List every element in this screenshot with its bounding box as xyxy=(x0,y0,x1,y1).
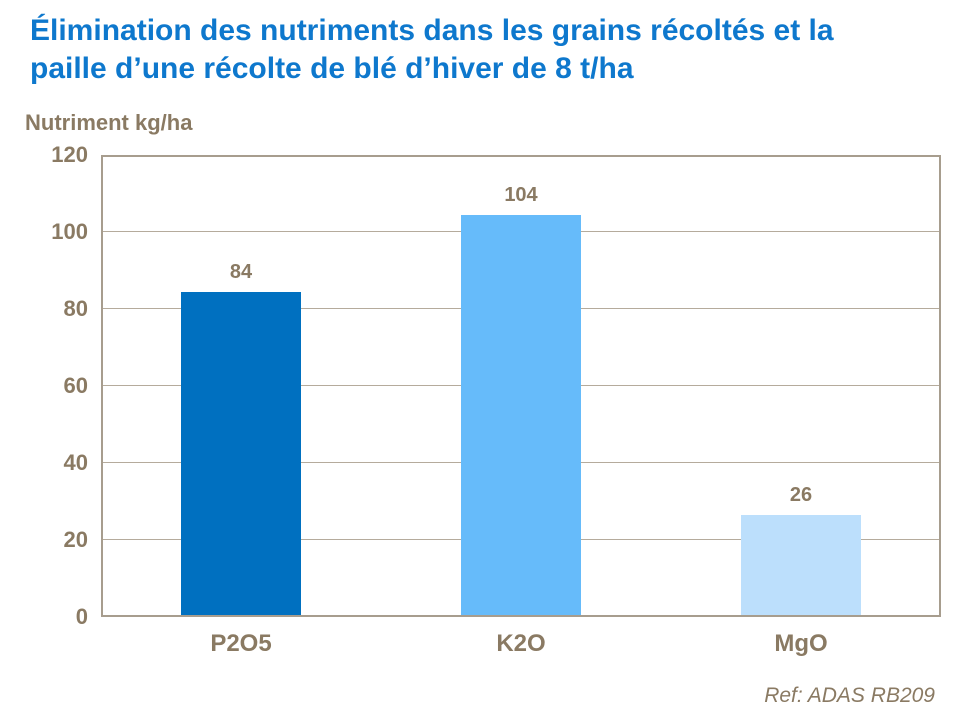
x-tick-label-MgO: MgO xyxy=(774,630,828,657)
chart-title-line1: Élimination des nutriments dans les grai… xyxy=(30,14,834,47)
y-axis-tick-labels: 0 20 40 60 80 100 120 xyxy=(0,142,88,629)
y-tick-label: 120 xyxy=(51,142,88,167)
bar-P2O5 xyxy=(181,291,301,615)
y-tick-label: 80 xyxy=(63,296,88,321)
y-tick-label: 60 xyxy=(63,373,88,398)
y-tick-label: 40 xyxy=(63,450,88,475)
bar-value-label: 84 xyxy=(229,260,253,283)
y-tick-label: 20 xyxy=(63,527,88,552)
bar-K2O xyxy=(461,214,581,615)
reference-note: Ref: ADAS RB209 xyxy=(764,684,935,707)
bar-value-label: 104 xyxy=(504,183,538,206)
y-tick-label: 100 xyxy=(51,219,88,244)
x-axis-tick-labels: P2O5 K2O MgO xyxy=(101,630,941,660)
bar-value-label: 26 xyxy=(789,483,813,506)
chart-title-line2: paille d’une récolte de blé d’hiver de 8… xyxy=(30,52,634,85)
y-tick-label: 0 xyxy=(75,604,88,629)
x-tick-label-P2O5: P2O5 xyxy=(210,630,272,657)
plot-area: 84 104 26 xyxy=(101,155,941,617)
y-axis-title: Nutriment kg/ha xyxy=(25,110,193,135)
chart-title: Élimination des nutriments dans les grai… xyxy=(30,12,940,88)
bar-MgO xyxy=(741,514,861,615)
x-tick-label-K2O: K2O xyxy=(496,630,546,657)
